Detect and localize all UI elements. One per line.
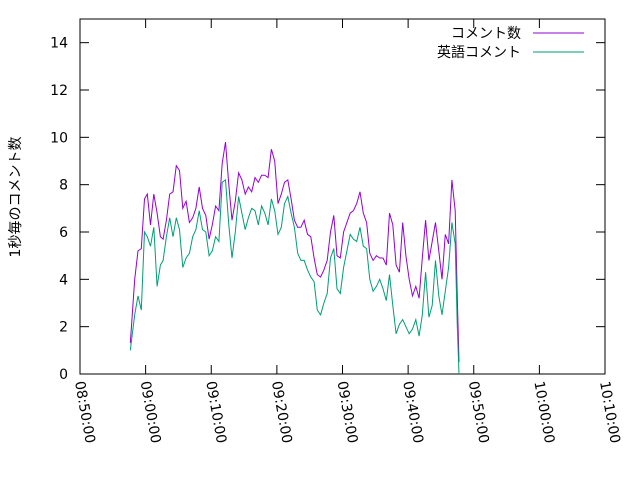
y-tick-label: 0: [59, 367, 68, 383]
x-tick-label: 09:40:00: [399, 380, 426, 445]
series-layer: [129, 142, 460, 375]
y-axis: 0 2 4 6 8 10 12 14: [50, 36, 605, 383]
y-tick-label: 8: [59, 178, 68, 194]
x-tick-label: 10:00:00: [530, 380, 557, 445]
y-tick-label: 10: [50, 130, 68, 146]
plot-frame: [79, 18, 606, 375]
y-tick-label: 14: [50, 36, 68, 52]
y-tick-label: 2: [59, 320, 68, 336]
series-line-0: [129, 142, 460, 363]
y-tick-label: 4: [59, 272, 68, 288]
legend-label: コメント数: [451, 26, 521, 42]
x-tick-label: 09:00:00: [137, 380, 164, 445]
x-tick-label: 09:50:00: [465, 380, 492, 445]
x-tick-label: 09:20:00: [268, 380, 295, 445]
series-line-1: [129, 178, 460, 375]
x-tick-label: 10:10:00: [596, 380, 623, 445]
legend-label: 英語コメント: [437, 44, 521, 61]
x-tick-label: 09:10:00: [202, 380, 229, 445]
y-tick-label: 12: [50, 83, 68, 99]
y-tick-label: 6: [59, 225, 68, 241]
y-axis-label: 1秒毎のコメント数: [8, 137, 24, 258]
x-tick-label: 08:50:00: [71, 380, 98, 445]
x-tick-label: 09:30:00: [334, 380, 361, 445]
